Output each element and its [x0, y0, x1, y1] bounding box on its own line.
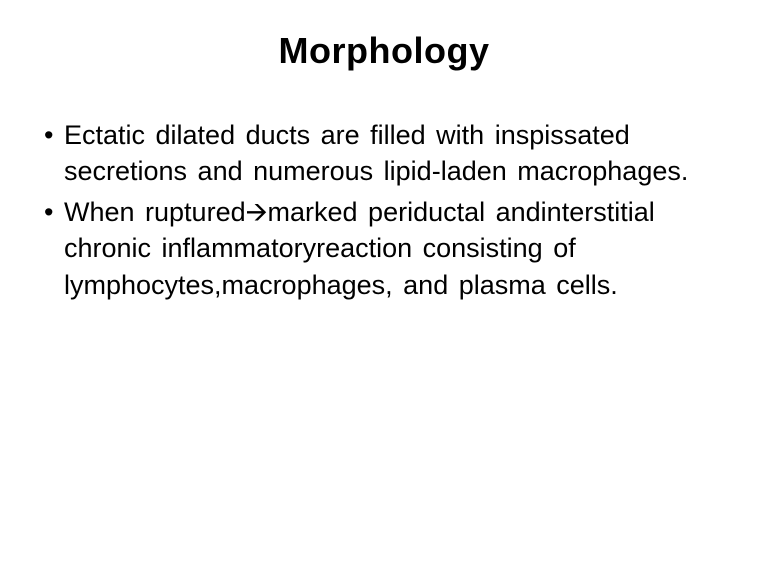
- bullet-list: Ectatic dilated ducts are filled with in…: [40, 117, 728, 303]
- bullet-item: Ectatic dilated ducts are filled with in…: [40, 117, 728, 190]
- bullet-item: When ruptured🡪marked periductal andinter…: [40, 194, 728, 303]
- slide-title: Morphology: [40, 30, 728, 72]
